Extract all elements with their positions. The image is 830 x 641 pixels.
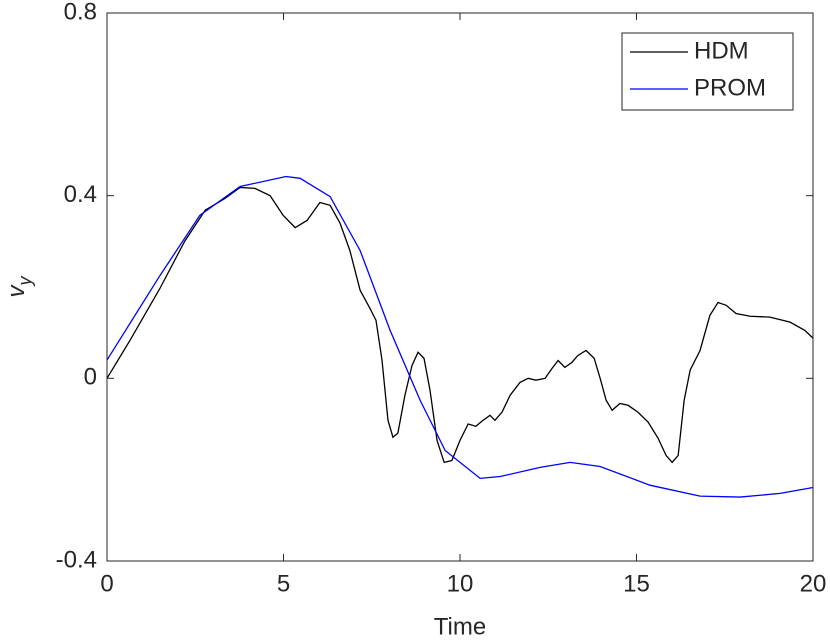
y-tick-label: 0.8: [64, 0, 97, 25]
y-axis-label: vy: [3, 276, 34, 298]
x-tick-label: 20: [800, 570, 827, 597]
y-tick-label: 0.4: [64, 181, 97, 208]
legend-label: PROM: [694, 74, 766, 101]
y-tick-label: 0: [84, 364, 97, 391]
x-axis-label: Time: [434, 613, 486, 640]
data-line: [106, 186, 814, 464]
x-tick-label: 5: [277, 570, 290, 597]
y-tick-label: -0.4: [56, 546, 97, 573]
x-tick-label: 0: [100, 570, 113, 597]
y-axis-label-sub: y: [15, 276, 35, 288]
legend-box: [621, 32, 794, 111]
legend-label: HDM: [694, 37, 749, 64]
data-line: [106, 175, 814, 498]
y-axis-label-main: v: [3, 284, 30, 298]
plot-frame: [106, 12, 814, 562]
x-tick-label: 15: [623, 570, 650, 597]
x-tick-label: 10: [447, 570, 474, 597]
